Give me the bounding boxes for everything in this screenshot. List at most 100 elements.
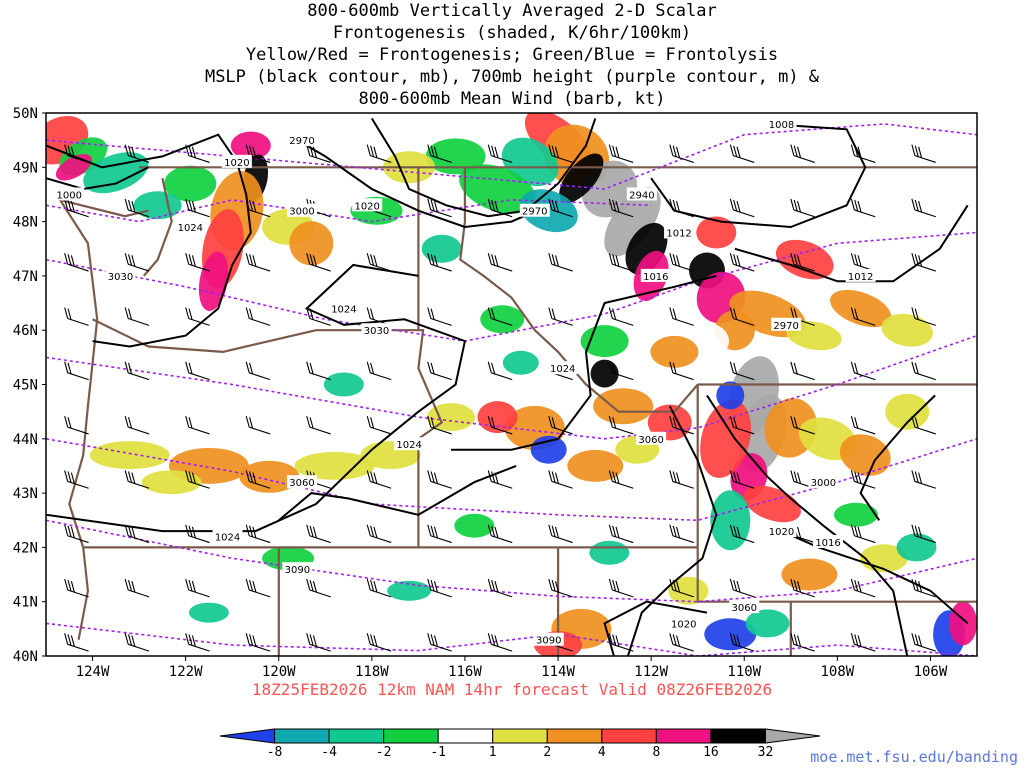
mslp-label: 1024 [396, 440, 421, 451]
credit-url[interactable]: moe.met.fsu.edu/banding [810, 748, 1018, 766]
wind-barb [548, 307, 573, 326]
frontogenesis-cell [188, 602, 229, 623]
wind-barb [911, 361, 936, 381]
height-contour-line [46, 334, 977, 440]
state-border [92, 318, 444, 548]
color-legend: -8 -4 -2 -1 1 2 4 8 16 32 [180, 728, 860, 764]
wind-barb [548, 198, 573, 218]
contour-label-bg [729, 600, 760, 614]
wind-barb [366, 470, 392, 489]
wind-barb [911, 578, 936, 598]
legend-swatch [274, 728, 330, 744]
wind-barb [64, 144, 89, 163]
contour-label-bg [668, 616, 699, 630]
state-border [59, 198, 149, 218]
wind-barb [306, 307, 331, 326]
frontogenesis-cell [896, 533, 937, 562]
wind-barb [64, 524, 89, 544]
mslp-contour-line [451, 274, 717, 451]
legend-swatch [546, 728, 603, 744]
wind-barb [548, 415, 573, 435]
wind-barb [306, 633, 331, 652]
frontogenesis-cell [198, 251, 229, 311]
frontogenesis-cell [881, 313, 933, 347]
frontogenesis-cell [289, 221, 334, 266]
wind-barb [306, 578, 331, 598]
wind-barb [245, 198, 271, 218]
contour-label-bg [212, 529, 243, 543]
wind-barb [911, 198, 936, 218]
height-contours [46, 123, 977, 656]
wind-barb [185, 633, 210, 652]
wind-barb [124, 470, 150, 489]
wind-barb [911, 253, 936, 272]
lon-label: 114W [541, 664, 575, 680]
contour-label-bg [352, 198, 383, 212]
wind-barb [790, 415, 815, 435]
lon-label: 112W [634, 664, 668, 680]
chart-title: 800-600mb Vertically Averaged 2-D Scalar… [0, 0, 1024, 110]
wind-barb [911, 470, 936, 489]
frontogenesis-cell [710, 490, 751, 551]
legend-swatch [328, 728, 385, 744]
wind-barb [427, 361, 452, 381]
frontogenesis-cell [459, 164, 536, 214]
contour-label-bg [626, 187, 657, 201]
lat-label: 44N [13, 432, 38, 448]
frontogenesis-cell [885, 393, 930, 430]
mslp-label: 1016 [815, 538, 840, 549]
wind-barb [427, 307, 452, 326]
legend-bar [219, 728, 821, 744]
wind-barb [669, 524, 694, 544]
wind-barb [487, 415, 513, 435]
frontogenesis-cell [133, 191, 182, 220]
contour-label-bg [664, 225, 695, 239]
contour-label-bg [221, 154, 252, 168]
wind-barb [669, 307, 694, 326]
height-label: 2970 [522, 207, 547, 218]
wind-barb [729, 524, 755, 544]
height-label: 3000 [289, 207, 314, 218]
height-label: 3000 [811, 478, 836, 489]
wind-barb [850, 633, 876, 652]
wind-barb [608, 307, 634, 326]
contour-label-bg [394, 437, 425, 451]
lat-label: 41N [13, 595, 38, 611]
wind-barb [185, 253, 210, 272]
wind-barb [729, 144, 755, 163]
contour-label-bg [175, 220, 206, 234]
wind-barb [64, 198, 89, 218]
height-label: 3060 [732, 603, 757, 614]
legend-tick-label: -4 [321, 745, 337, 760]
lat-label: 43N [13, 486, 38, 502]
height-label: 3060 [289, 478, 314, 489]
title-line-3: Yellow/Red = Frontogenesis; Green/Blue =… [245, 45, 779, 65]
mslp-label: 1020 [354, 201, 379, 212]
mslp-contour-line [287, 133, 550, 229]
wind-barb [427, 144, 452, 163]
mslp-label: 1024 [331, 304, 356, 315]
frontogenesis-cell [696, 216, 737, 249]
mslp-label: 1000 [57, 190, 82, 201]
mslp-label: 1016 [643, 272, 668, 283]
frontogenesis-cell [567, 449, 624, 482]
state-border [696, 384, 977, 603]
lat-label: 42N [13, 540, 38, 556]
lat-label: 50N [13, 106, 38, 122]
wind-barb [427, 578, 452, 598]
wind-barb [487, 633, 513, 652]
wind-barb [911, 415, 936, 435]
wind-barb [124, 361, 150, 381]
wind-barb [185, 144, 210, 163]
legend-swatch [219, 728, 276, 744]
wind-barb [487, 578, 513, 598]
height-label: 3090 [285, 565, 310, 576]
wind-barb [487, 524, 513, 544]
legend-swatch [492, 728, 548, 744]
wind-barb [850, 524, 876, 544]
wind-barb [608, 144, 634, 163]
height-label: 3090 [536, 636, 561, 647]
frontogenesis-cell [421, 234, 462, 263]
height-label: 3030 [364, 326, 389, 337]
